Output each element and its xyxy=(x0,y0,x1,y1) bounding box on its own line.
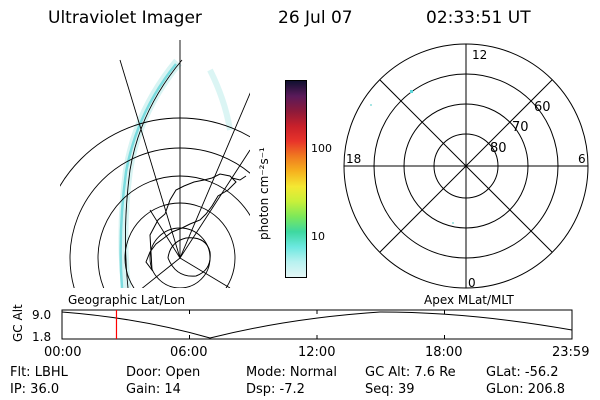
altitude-plot-frame xyxy=(61,309,573,340)
colorbar-tick-100: 100 xyxy=(311,142,332,155)
mlat-label-70: 70 xyxy=(512,120,529,135)
time-label: 02:33:51 UT xyxy=(426,8,531,28)
mlat-label-60: 60 xyxy=(534,100,551,115)
status-glon: GLon: 206.8 xyxy=(486,382,566,397)
status-door: Door: Open xyxy=(126,365,201,380)
status-filter: Flt: LBHL xyxy=(10,365,68,380)
time-tick-0000: 00:00 xyxy=(44,345,82,360)
polar-map-label: Apex MLat/MLT xyxy=(424,293,514,307)
status-gc-alt: GC Alt: 7.6 Re xyxy=(365,365,456,380)
mlt-label-0: 0 xyxy=(468,276,476,290)
date-label: 26 Jul 07 xyxy=(278,8,353,28)
status-glat: GLat: -56.2 xyxy=(486,365,559,380)
status-dsp: Dsp: -7.2 xyxy=(246,382,305,397)
mlat-label-80: 80 xyxy=(490,141,507,156)
altitude-curve xyxy=(61,311,573,339)
status-seq: Seq: 39 xyxy=(365,382,415,397)
time-tick-1800: 18:00 xyxy=(425,345,463,360)
instrument-title: Ultraviolet Imager xyxy=(48,8,202,28)
altitude-ylabel: GC Alt xyxy=(11,304,25,342)
mlt-label-18: 18 xyxy=(346,152,361,166)
time-tick-0600: 06:00 xyxy=(170,345,208,360)
mlt-label-12: 12 xyxy=(472,48,487,62)
time-tick-2359: 23:59 xyxy=(552,345,590,360)
mlt-label-6: 6 xyxy=(578,152,586,166)
colorbar-tick-10: 10 xyxy=(311,230,325,243)
status-mode: Mode: Normal xyxy=(246,365,337,380)
status-ip: IP: 36.0 xyxy=(10,382,60,397)
colorbar xyxy=(285,80,307,278)
geo-map-label: Geographic Lat/Lon xyxy=(68,293,185,307)
altitude-ytick-min: 1.8 xyxy=(32,330,52,344)
status-gain: Gain: 14 xyxy=(126,382,181,397)
altitude-ytick-max: 9.0 xyxy=(32,308,52,322)
time-tick-1200: 12:00 xyxy=(298,345,336,360)
